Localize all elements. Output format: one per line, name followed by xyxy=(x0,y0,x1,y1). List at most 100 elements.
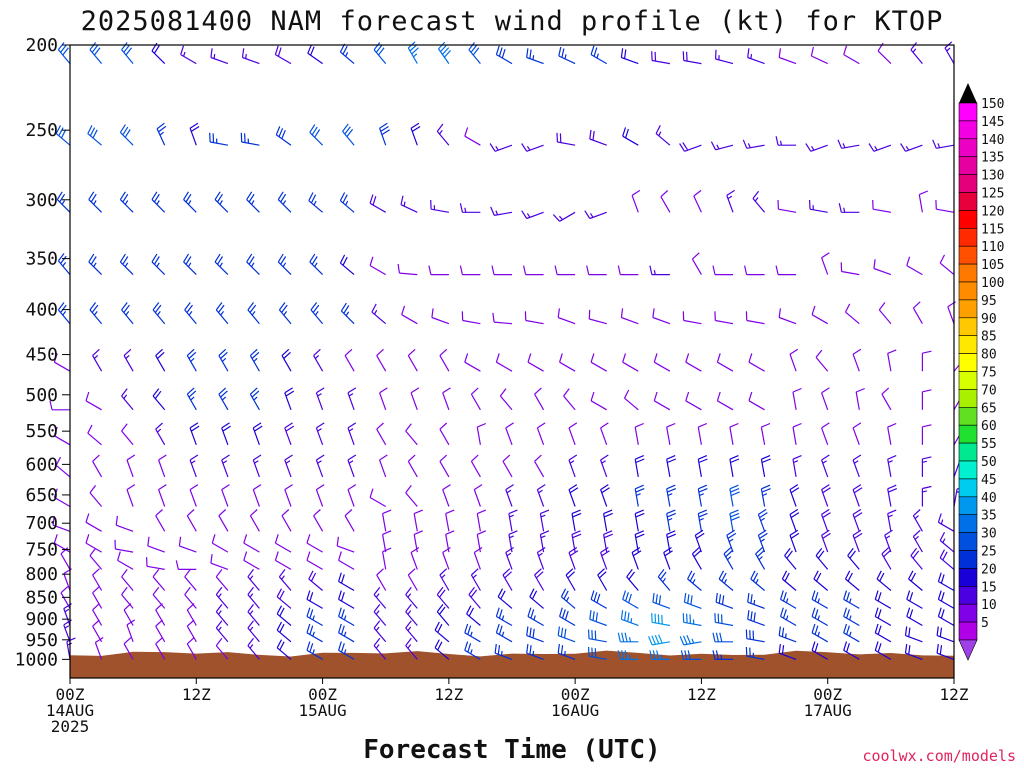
wind-barb xyxy=(439,454,450,478)
barb-feather xyxy=(468,586,475,595)
barb-staff xyxy=(875,632,892,643)
barb-staff xyxy=(473,489,481,507)
barb-staff xyxy=(918,194,923,213)
barb-staff xyxy=(284,489,292,507)
wind-barb xyxy=(284,484,293,507)
barb-feather xyxy=(279,607,285,617)
barb-feather xyxy=(155,348,163,357)
barb-feather xyxy=(222,425,231,432)
barb-feather xyxy=(821,387,830,394)
barb-staff xyxy=(494,321,513,325)
barb-feather xyxy=(721,595,725,605)
wind-barb xyxy=(843,590,860,609)
colorbar-tick-label: 45 xyxy=(981,473,997,488)
barb-feather xyxy=(686,634,691,644)
barb-staff xyxy=(622,135,639,146)
wind-barb xyxy=(92,568,103,591)
barb-feather xyxy=(186,603,195,611)
barb-feather xyxy=(439,606,446,615)
wind-barb xyxy=(750,570,765,591)
wind-barb xyxy=(691,252,702,275)
barb-feather xyxy=(60,44,67,53)
wind-barb xyxy=(371,303,387,325)
barb-half-feather xyxy=(218,626,222,631)
barb-feather xyxy=(309,124,316,133)
wind-barb xyxy=(407,454,418,478)
barb-feather xyxy=(470,568,479,576)
barb-feather xyxy=(89,547,97,556)
wind-barb xyxy=(921,389,932,410)
barb-feather xyxy=(249,348,258,357)
barb-feather xyxy=(651,635,657,645)
barb-feather xyxy=(276,605,283,615)
barb-feather xyxy=(375,44,383,53)
barb-feather xyxy=(439,454,448,462)
barb-staff xyxy=(249,515,260,532)
barb-feather xyxy=(218,348,227,357)
barb-feather xyxy=(59,193,66,203)
wind-barb xyxy=(502,568,513,591)
barb-feather xyxy=(499,388,507,397)
barb-feather xyxy=(780,607,784,617)
barb-feather xyxy=(838,203,842,213)
wind-barb xyxy=(631,546,642,570)
barb-feather xyxy=(338,551,342,561)
barb-half-feather xyxy=(317,460,322,464)
barb-staff xyxy=(557,635,576,643)
barb-feather xyxy=(592,130,595,141)
barb-half-feather xyxy=(937,143,941,148)
barb-feather xyxy=(658,595,662,605)
pressure-tick-label: 400 xyxy=(25,300,58,321)
barb-feather xyxy=(121,42,128,51)
pressure-tick-label: 950 xyxy=(25,630,58,651)
wind-barb xyxy=(811,607,828,627)
wind-barb xyxy=(407,348,418,372)
wind-barb xyxy=(60,547,71,570)
wind-barb xyxy=(810,46,828,65)
colorbar-tick-label: 110 xyxy=(981,240,1004,255)
barb-feather xyxy=(151,191,158,200)
barb-feather xyxy=(790,532,800,539)
barb-feather xyxy=(652,650,656,660)
wind-barb xyxy=(339,43,355,65)
barb-feather xyxy=(248,193,255,203)
barb-staff xyxy=(92,609,103,626)
barb-staff xyxy=(476,513,481,532)
wind-barb xyxy=(821,252,830,275)
barb-feather xyxy=(590,391,595,401)
barb-feather xyxy=(92,619,100,627)
barb-feather xyxy=(93,47,101,56)
wind-barb xyxy=(306,590,323,609)
barb-half-feather xyxy=(187,262,192,268)
colorbar-segment xyxy=(958,299,978,319)
pressure-tick-label: 550 xyxy=(25,421,58,442)
barb-feather xyxy=(534,568,542,576)
barb-staff xyxy=(634,426,639,445)
barb-staff xyxy=(906,265,923,276)
wind-barb xyxy=(876,570,892,591)
barb-feather xyxy=(655,125,661,134)
barb-staff xyxy=(622,361,639,372)
wind-barb xyxy=(382,547,392,570)
barb-staff xyxy=(936,208,955,213)
wind-barb xyxy=(211,534,229,553)
barb-half-feather xyxy=(874,145,878,151)
barb-feather xyxy=(439,422,448,430)
wind-barb xyxy=(189,454,199,478)
wind-barb xyxy=(49,400,70,411)
wind-barb xyxy=(89,42,103,64)
barb-feather xyxy=(847,572,853,582)
barb-feather xyxy=(316,387,325,394)
barb-staff xyxy=(152,395,166,411)
barb-feather xyxy=(189,454,199,461)
barb-half-feather xyxy=(124,200,129,205)
barb-feather xyxy=(540,509,550,515)
barb-feather xyxy=(92,603,100,611)
barb-staff xyxy=(792,391,797,410)
wind-barb xyxy=(189,484,199,507)
barb-feather xyxy=(372,196,377,206)
wind-barb xyxy=(912,529,923,553)
barb-feather xyxy=(278,569,286,578)
wind-barb xyxy=(742,139,765,149)
